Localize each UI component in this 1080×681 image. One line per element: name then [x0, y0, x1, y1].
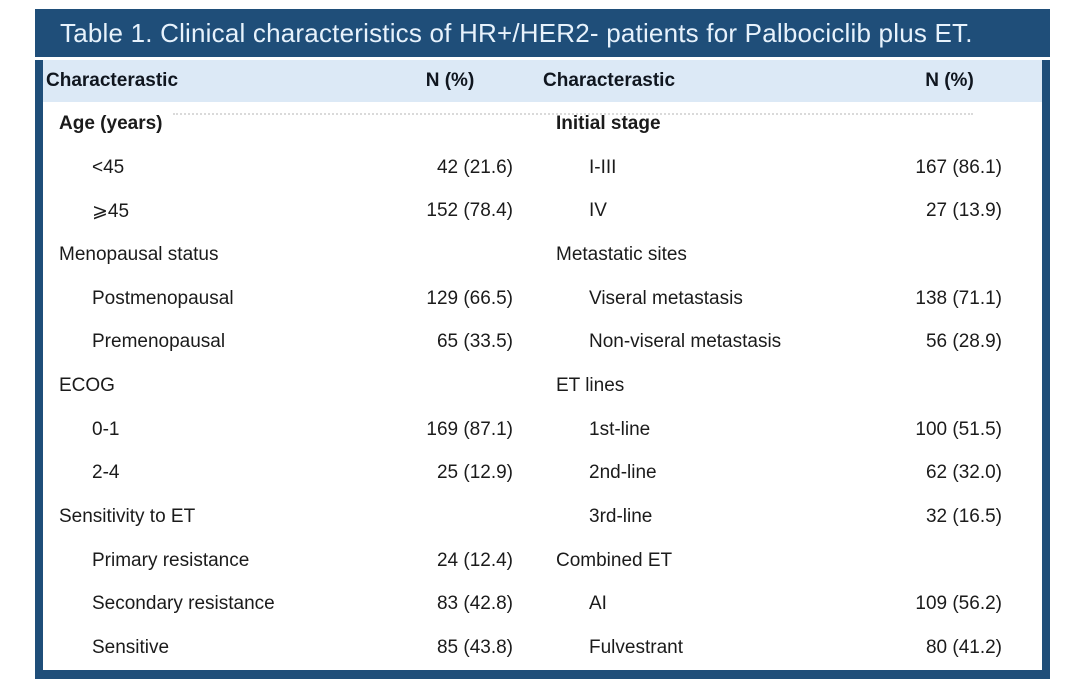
- row-label: Non-viseral metastasis: [589, 331, 782, 353]
- faint-divider: [173, 113, 973, 115]
- row-value: 83 (42.8): [436, 593, 513, 615]
- row-value: 25 (12.9): [436, 462, 513, 484]
- row-value: 100 (51.5): [915, 418, 1002, 440]
- row-label: Postmenopausal: [92, 287, 234, 309]
- header-n-percent-left: N (%): [425, 70, 475, 91]
- row-value: 85 (43.8): [436, 637, 513, 659]
- header-n-percent-right: N (%): [925, 70, 974, 91]
- row-value: 62 (32.0): [925, 462, 1002, 484]
- table-row: Secondary resistance 83 (42.8) AI 109 (56.2…: [43, 583, 1042, 627]
- row-label: Age (years): [59, 112, 163, 134]
- row-value: 65 (33.5): [436, 331, 513, 353]
- table-row: Primary resistance 24 (12.4) Combined ET: [43, 539, 1042, 583]
- row-value: 56 (28.9): [925, 331, 1002, 353]
- row-label: ECOG: [59, 374, 115, 396]
- row-value: 42 (21.6): [436, 156, 513, 178]
- table-row: Sensitivity to ET 3rd-line 32 (16.5): [43, 495, 1042, 539]
- row-label: AI: [589, 593, 607, 615]
- row-label: Fulvestrant: [589, 637, 683, 659]
- table-title: Table 1. Clinical characteristics of HR+…: [60, 17, 973, 48]
- row-label: I-III: [589, 156, 617, 178]
- row-value: 80 (41.2): [925, 637, 1002, 659]
- row-value: 24 (12.4): [436, 549, 513, 571]
- table-row: Age (years) Initial stage: [43, 102, 1042, 146]
- table-row: Menopausal status Metastatic sites: [43, 233, 1042, 277]
- row-value: 167 (86.1): [915, 156, 1002, 178]
- table-row: Postmenopausal 129 (66.5) Viseral metastas…: [43, 277, 1042, 321]
- table-rows: Age (years) Initial stage <45 42 (21.6) I-II…: [43, 102, 1042, 670]
- row-label: Primary resistance: [92, 549, 250, 571]
- row-value: 152 (78.4): [426, 200, 513, 222]
- row-label: ET lines: [556, 374, 625, 396]
- clinical-table-card: Table 1. Clinical characteristics of HR+…: [35, 9, 1050, 679]
- header-characteristic-right: Characterastic: [543, 70, 676, 91]
- row-value: 27 (13.9): [925, 200, 1002, 222]
- table-row: Sensitive 85 (43.8) Fulvestrant 80 (41.2): [43, 626, 1042, 670]
- row-label: Combined ET: [556, 549, 673, 571]
- row-label: 0-1: [92, 418, 120, 440]
- row-label: IV: [589, 200, 607, 222]
- row-label: 1st-line: [589, 418, 651, 440]
- row-value: 109 (56.2): [915, 593, 1002, 615]
- row-value: 169 (87.1): [426, 418, 513, 440]
- table-row: Premenopausal 65 (33.5) Non-viseral metast…: [43, 320, 1042, 364]
- row-label: Menopausal status: [59, 243, 219, 265]
- row-label: 2nd-line: [589, 462, 657, 484]
- table-row: 2-4 25 (12.9) 2nd-line 62 (32.0): [43, 452, 1042, 496]
- row-value: 129 (66.5): [426, 287, 513, 309]
- row-label: Initial stage: [556, 112, 661, 134]
- table-title-bar: Table 1. Clinical characteristics of HR+…: [35, 9, 1050, 57]
- table-row: ⩾45 152 (78.4) IV 27 (13.9): [43, 189, 1042, 233]
- row-label: ⩾45: [92, 200, 130, 222]
- row-label: Secondary resistance: [92, 593, 275, 615]
- row-value: 138 (71.1): [915, 287, 1002, 309]
- row-label: Sensitivity to ET: [59, 506, 196, 528]
- row-label: Sensitive: [92, 637, 170, 659]
- table-row: ECOG ET lines: [43, 364, 1042, 408]
- row-label: 3rd-line: [589, 506, 653, 528]
- row-label: Metastatic sites: [556, 243, 687, 265]
- table-body: Characterastic N (%) Characterastic N (%…: [35, 60, 1050, 679]
- table-row: <45 42 (21.6) I-III 167 (86.1): [43, 146, 1042, 190]
- row-value: 32 (16.5): [925, 506, 1002, 528]
- row-label: Viseral metastasis: [589, 287, 743, 309]
- table-header-row: Characterastic N (%) Characterastic N (%…: [43, 60, 1042, 102]
- row-label: <45: [92, 156, 125, 178]
- header-characteristic-left: Characterastic: [46, 70, 179, 91]
- row-label: 2-4: [92, 462, 120, 484]
- table-row: 0-1 169 (87.1) 1st-line 100 (51.5): [43, 408, 1042, 452]
- row-label: Premenopausal: [92, 331, 226, 353]
